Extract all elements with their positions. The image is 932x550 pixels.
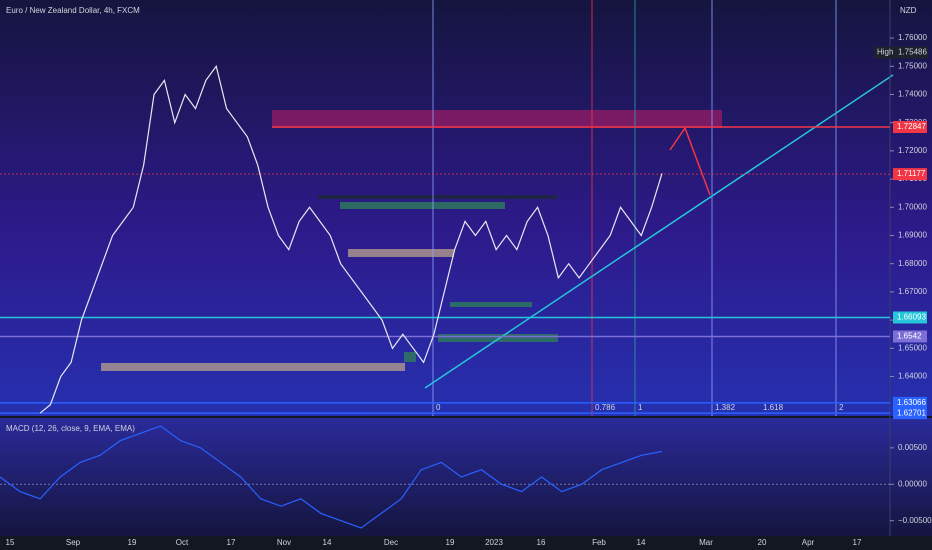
zone [340,202,505,209]
x-tick-label: 20 [758,538,767,547]
price-tag-label: 1.62701 [897,408,926,417]
x-tick-label: 2023 [485,538,503,547]
y-tick-label: 0.00000 [898,479,927,488]
fib-label: 0.786 [595,403,616,412]
price-tag: 1.66093 [893,311,927,324]
x-tick-label: Sep [66,538,81,547]
x-tick-label: 14 [323,538,332,547]
x-tick-label: Dec [384,538,398,547]
x-tick-label: Feb [592,538,606,547]
y-tick-label: 1.72000 [898,146,927,155]
zone [348,249,454,257]
x-tick-label: Mar [699,538,713,547]
zone [101,363,405,371]
price-tag: 1.72847 [893,120,927,133]
y-tick-label: 1.68000 [898,259,927,268]
zone [450,302,532,307]
x-tick-label: 15 [6,538,15,547]
price-tag-box [893,168,927,181]
zone [318,195,558,199]
zone [438,334,558,342]
price-tag-label: 1.63066 [897,398,926,407]
price-tag-box [893,330,927,343]
y-tick-label: 1.69000 [898,231,927,240]
y-tick-label: 1.65000 [898,343,927,352]
y-tick-label: 1.64000 [898,372,927,381]
price-tag-box [893,396,927,409]
x-tick-label: Nov [277,538,291,547]
price-tag-box [893,407,927,420]
price-line [39,64,663,414]
price-tag: 1.6542 [893,330,927,343]
y-tick-label: 0.00500 [898,443,927,452]
y-tick-label: 1.76000 [898,33,927,42]
zone [404,352,416,362]
fib-label: 0 [436,403,441,412]
price-tag-box [893,311,927,324]
fib-label: 1 [638,403,643,412]
fib-label: 1.618 [763,403,784,412]
fib-label: 1.382 [715,403,736,412]
price-tag-label: 1.6542 [897,332,922,341]
macd-line [0,425,663,529]
x-tick-label: Apr [802,538,815,547]
high-value: 1.75486 [898,48,927,57]
price-tag-box [893,120,927,133]
time-axis [0,536,932,550]
y-tick-label: −0.00500 [898,516,932,525]
supply-zone [272,110,722,128]
x-tick-label: Oct [176,538,189,547]
x-tick-label: 17 [227,538,236,547]
fib-label: 2 [839,403,844,412]
high-label: High [877,48,893,57]
y-tick-label: 1.67000 [898,287,927,296]
y-tick-label: 1.75000 [898,61,927,70]
x-tick-label: 17 [853,538,862,547]
y-tick-label: 1.70000 [898,202,927,211]
price-tag-label: 1.71177 [897,169,926,178]
x-tick-label: 19 [128,538,137,547]
price-tag-label: 1.72847 [897,122,926,131]
x-tick-label: 16 [537,538,546,547]
price-tag: 1.63066 [893,396,927,409]
price-tag: 1.71177 [893,168,927,181]
price-tag-label: 1.66093 [897,313,926,322]
price-tag: 1.62701 [893,407,927,420]
projection-arrow [669,126,711,196]
y-tick-label: 1.74000 [898,90,927,99]
x-tick-label: 19 [446,538,455,547]
x-tick-label: 14 [637,538,646,547]
currency: NZD [900,6,917,15]
macd-title: MACD (12, 26, close, 9, EMA, EMA) [6,424,135,433]
macd-pane [0,418,932,536]
high-box [874,46,928,59]
chart-title: Euro / New Zealand Dollar, 4h, FXCM [6,6,140,15]
